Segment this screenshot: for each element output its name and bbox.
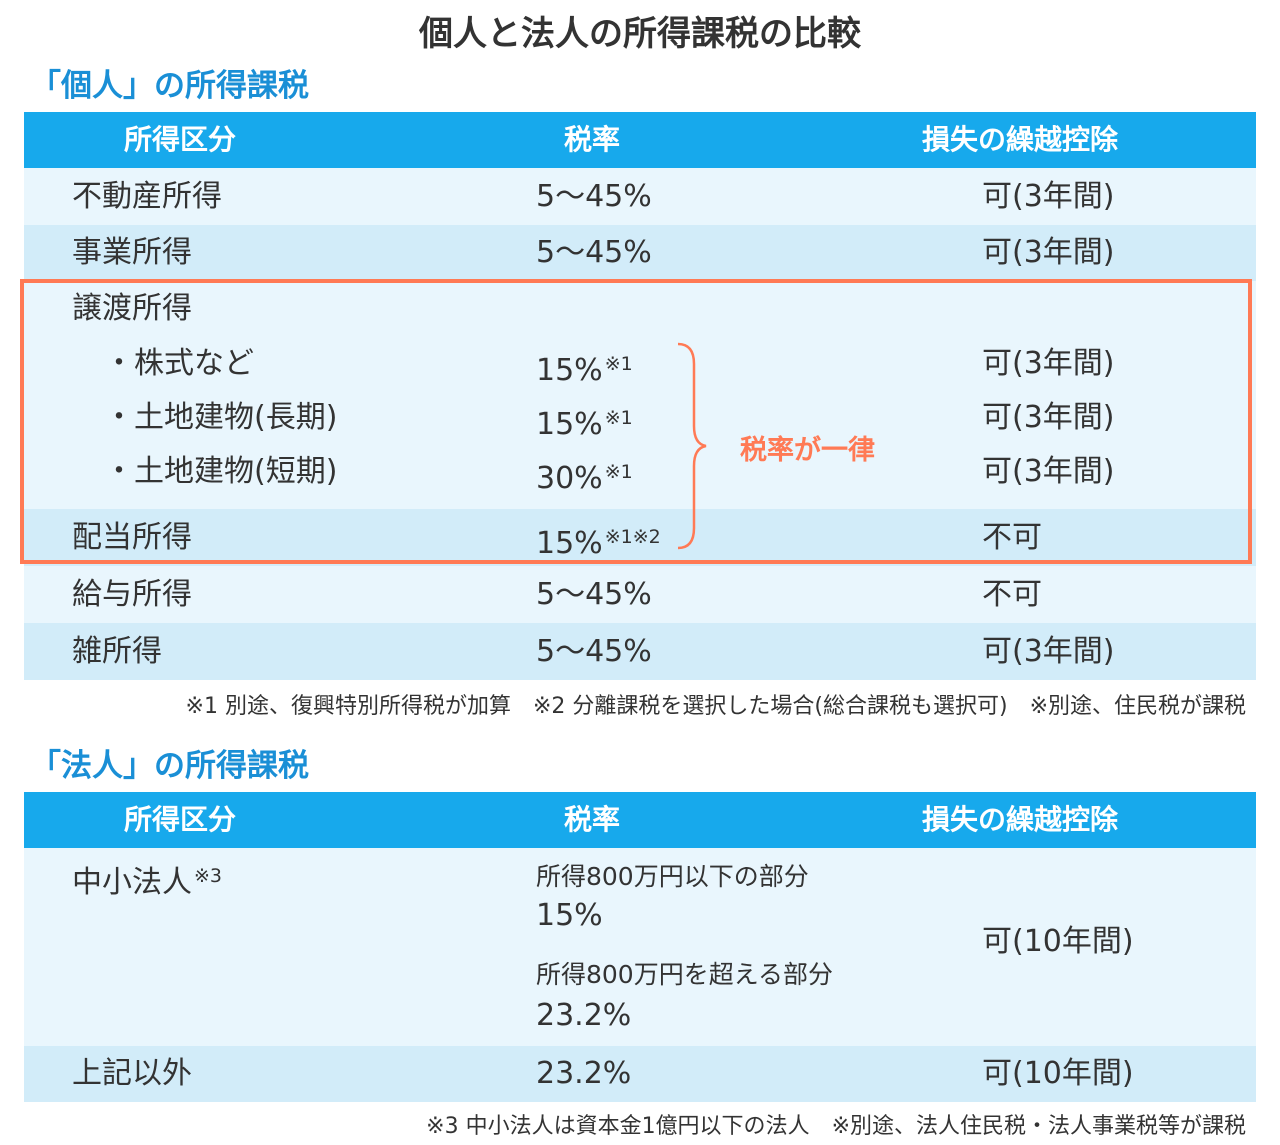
individual-table: 所得区分 税率 損失の繰越控除 不動産所得 5〜45% 可(3年間) 事業所得 …	[24, 112, 1256, 680]
footnote-mark: ※1	[604, 353, 633, 375]
row-carryforward: 可(3年間)	[982, 400, 1115, 435]
row-category: ・土地建物(短期)	[104, 454, 338, 489]
page-title: 個人と法人の所得課税の比較	[419, 14, 861, 54]
row-category: ・株式など	[104, 346, 254, 381]
corporate-table-header: 所得区分 税率 損失の繰越控除	[24, 792, 1256, 848]
row-rate: 15% ※1	[536, 407, 633, 442]
table-row: 雑所得 5〜45% 可(3年間)	[24, 623, 1256, 680]
header-carryforward: 損失の繰越控除	[922, 803, 1119, 836]
row-category: 譲渡所得	[72, 291, 192, 326]
row-category: 事業所得	[72, 235, 192, 270]
footnote-mark: ※3	[194, 865, 223, 887]
rate-label-lower: 所得800万円以下の部分	[536, 862, 809, 891]
sme-row: 中小法人 ※3 所得800万円以下の部分 15% 所得800万円を超える部分 23…	[24, 848, 1256, 1046]
individual-heading: 「個人」の所得課税	[30, 68, 309, 104]
rate-upper: 23.2%	[536, 998, 632, 1033]
table-row: 不動産所得 5〜45% 可(3年間)	[24, 168, 1256, 225]
uniform-rate-highlight-box	[20, 279, 1252, 564]
row-category: 給与所得	[72, 577, 192, 612]
row-category: 中小法人 ※3	[72, 865, 223, 900]
header-carryforward: 損失の繰越控除	[922, 123, 1119, 156]
row-category: 配当所得	[72, 520, 192, 555]
row-rate: 23.2%	[536, 1056, 632, 1091]
header-rate: 税率	[564, 123, 621, 156]
row-carryforward: 可(3年間)	[982, 179, 1115, 214]
table-row: 事業所得 5〜45% 可(3年間)	[24, 225, 1256, 281]
individual-footnote: ※1 別途、復興特別所得税が加算 ※2 分離課税を選択した場合(総合課税も選択可…	[185, 694, 1246, 719]
row-rate: 5〜45%	[536, 235, 652, 270]
capital-gains-group: 譲渡所得 ・株式など 15% ※1 可(3年間) ・土地建物(長期) 15% ※1 …	[24, 281, 1256, 509]
row-rate: 15% ※1※2	[536, 526, 661, 561]
header-rate: 税率	[564, 803, 621, 836]
corporate-footnote: ※3 中小法人は資本金1億円以下の法人 ※別途、法人住民税・法人事業税等が課税	[426, 1114, 1246, 1139]
row-carryforward: 可(10年間)	[982, 924, 1134, 959]
row-rate: 5〜45%	[536, 577, 652, 612]
row-carryforward: 可(3年間)	[982, 634, 1115, 669]
row-carryforward: 可(10年間)	[982, 1056, 1134, 1091]
table-row: 給与所得 5〜45% 不可	[24, 566, 1256, 623]
row-carryforward: 可(3年間)	[982, 454, 1115, 489]
row-carryforward: 不可	[982, 520, 1042, 555]
table-row: 配当所得 15% ※1※2 不可	[24, 509, 1256, 566]
row-category: 上記以外	[72, 1056, 192, 1091]
uniform-rate-label: 税率が一律	[740, 435, 875, 466]
footnote-mark: ※1	[604, 407, 633, 429]
individual-table-header: 所得区分 税率 損失の繰越控除	[24, 112, 1256, 168]
header-category: 所得区分	[124, 803, 237, 836]
rate-label-upper: 所得800万円を超える部分	[536, 960, 833, 989]
row-carryforward: 不可	[982, 577, 1042, 612]
footnote-mark: ※1	[604, 461, 633, 483]
row-carryforward: 可(3年間)	[982, 235, 1115, 270]
corporate-heading: 「法人」の所得課税	[30, 748, 309, 784]
table-row: 上記以外 23.2% 可(10年間)	[24, 1046, 1256, 1102]
curly-brace-icon	[677, 342, 707, 550]
row-category: ・土地建物(長期)	[104, 400, 338, 435]
row-carryforward: 可(3年間)	[982, 346, 1115, 381]
row-rate: 30% ※1	[536, 461, 633, 496]
row-rate: 5〜45%	[536, 179, 652, 214]
header-category: 所得区分	[124, 123, 237, 156]
row-category: 不動産所得	[72, 179, 222, 214]
row-rate: 15% ※1	[536, 353, 633, 388]
rate-lower: 15%	[536, 898, 603, 933]
footnote-mark: ※1※2	[604, 526, 661, 548]
corporate-table: 所得区分 税率 損失の繰越控除 中小法人 ※3 所得800万円以下の部分 15% …	[24, 792, 1256, 1102]
row-category: 雑所得	[72, 634, 162, 669]
row-rate: 5〜45%	[536, 634, 652, 669]
